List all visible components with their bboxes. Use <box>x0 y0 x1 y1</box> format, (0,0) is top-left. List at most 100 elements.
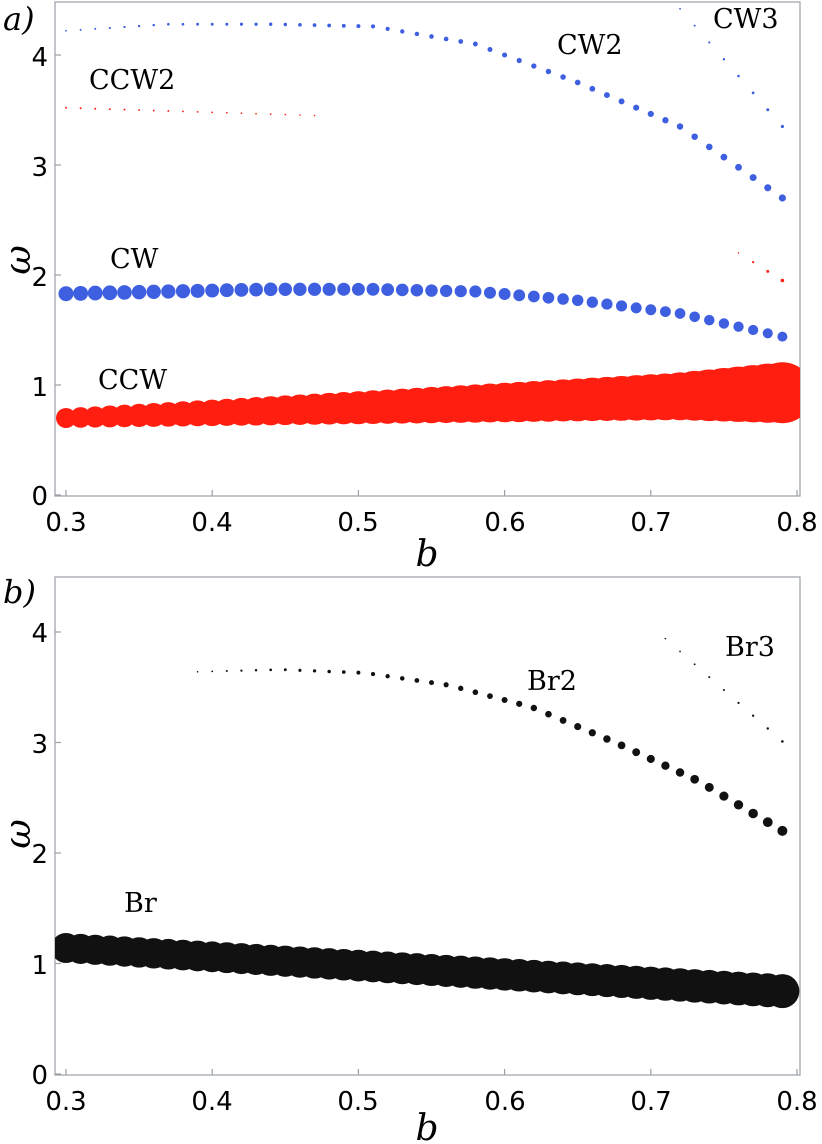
data-point-cw2 <box>749 174 757 182</box>
data-point-cw <box>483 286 497 299</box>
data-point-br2 <box>327 669 331 674</box>
data-point-br2 <box>733 800 744 810</box>
data-point-cw2 <box>472 41 478 47</box>
data-point-unlabeled <box>752 261 755 264</box>
panel-b-points <box>55 637 800 1009</box>
data-point-br2 <box>545 710 552 718</box>
panel-a-x-tick: 0.8 <box>776 508 817 538</box>
panel-b-x-tick: 0.4 <box>191 1087 232 1117</box>
data-point-cw2 <box>574 79 581 86</box>
data-point-cw <box>322 282 336 296</box>
data-point-cw2 <box>662 117 669 124</box>
data-point-br2 <box>443 682 449 688</box>
data-point-br3 <box>679 650 681 653</box>
data-point-br2 <box>196 670 199 673</box>
data-point-cw <box>557 293 569 305</box>
data-point-cw <box>616 300 628 312</box>
data-point-cw2 <box>458 39 464 44</box>
data-point-br2 <box>661 761 670 770</box>
data-point-cw2 <box>370 24 376 29</box>
data-point-cw <box>205 283 220 298</box>
data-point-ccw2 <box>138 109 141 111</box>
panel-b-x-tick: 0.8 <box>776 1087 817 1117</box>
data-point-ccw2 <box>284 113 287 116</box>
data-point-br2 <box>298 668 302 672</box>
data-point-cw <box>704 314 715 326</box>
data-point-cw3 <box>751 91 755 95</box>
data-point-br2 <box>559 716 567 724</box>
data-point-cw <box>660 306 671 318</box>
panel-a-x-tick: 0.5 <box>337 508 378 538</box>
data-point-cw <box>571 294 584 307</box>
data-point-cw2 <box>269 22 273 26</box>
panel-b: b) 0.3 0.4 0.5 0.6 0.7 0.8 0 1 2 3 4 b ω… <box>0 573 818 1144</box>
data-point-br2 <box>312 669 317 673</box>
data-point-cw3 <box>708 41 711 44</box>
data-point-cw3 <box>679 7 681 10</box>
data-point-ccw <box>751 362 800 424</box>
data-point-cw3 <box>737 74 740 78</box>
panel-a-frame <box>54 1 801 497</box>
data-point-br2 <box>632 748 641 757</box>
data-point-cw2 <box>327 23 332 28</box>
data-point-br2 <box>211 670 214 673</box>
data-point-br2 <box>385 674 390 679</box>
data-point-cw <box>131 284 147 300</box>
data-point-cw2 <box>400 29 405 34</box>
data-point-br2 <box>414 678 420 683</box>
data-point-cw <box>175 284 191 299</box>
data-point-cw2 <box>196 22 199 26</box>
series-label-cw: CW <box>110 244 159 275</box>
data-point-cw2 <box>210 22 214 26</box>
data-point-cw <box>219 283 234 298</box>
panel-b-y-tick: 2 <box>31 840 48 870</box>
data-point-br2 <box>472 689 479 696</box>
data-point-ccw2 <box>65 106 67 109</box>
data-point-cw2 <box>691 133 698 140</box>
data-point-br2 <box>588 729 596 737</box>
data-point-br2 <box>283 668 287 672</box>
data-point-cw <box>161 284 176 299</box>
data-point-cw2 <box>137 24 141 28</box>
series-label-cw3: CW3 <box>713 4 779 35</box>
data-point-cw <box>425 284 438 297</box>
data-point-cw <box>234 283 249 297</box>
data-point-br2 <box>690 774 700 784</box>
data-point-cw <box>381 283 395 296</box>
panel-a-x-ticks: 0.3 0.4 0.5 0.6 0.7 0.8 <box>45 508 817 538</box>
data-point-cw2 <box>647 110 654 118</box>
data-point-cw <box>102 285 118 301</box>
data-point-ccw2 <box>79 107 82 110</box>
data-point-br2 <box>225 670 228 673</box>
data-point-cw2 <box>356 24 361 29</box>
data-point-br2 <box>240 669 243 672</box>
data-point-cw <box>733 321 744 332</box>
data-point-ccw2 <box>299 114 301 116</box>
data-point-ccw2 <box>94 107 97 110</box>
data-point-cw2 <box>225 22 229 26</box>
data-point-ccw2 <box>108 108 111 111</box>
data-point-cw2 <box>545 68 552 75</box>
data-point-br2 <box>719 791 729 801</box>
data-point-br2 <box>429 680 434 686</box>
data-point-unlabeled <box>737 252 740 254</box>
series-label-ccw: CCW <box>98 365 167 396</box>
panel-a-y-tick: 3 <box>31 153 48 183</box>
data-point-cw3 <box>780 124 784 129</box>
data-point-cw2 <box>167 22 170 26</box>
panel-b-y-tick: 0 <box>31 1061 48 1091</box>
data-point-cw2 <box>618 98 625 105</box>
data-point-br2 <box>646 754 655 763</box>
data-point-br2 <box>487 693 493 699</box>
panel-b-x-tick: 0.3 <box>45 1087 86 1117</box>
panel-a: a) 0.3 0.4 0.5 0.6 0.7 0.8 0 1 2 3 4 b ω… <box>0 0 818 575</box>
data-point-cw <box>542 291 555 304</box>
data-point-cw2 <box>152 23 155 27</box>
data-point-cw <box>351 282 365 296</box>
data-point-br3 <box>766 727 769 730</box>
data-point-br2 <box>530 704 538 712</box>
data-point-ccw2 <box>167 110 170 112</box>
data-point-cw2 <box>705 143 713 151</box>
panel-a-x-tick: 0.3 <box>45 508 86 538</box>
data-point-cw <box>249 282 263 297</box>
